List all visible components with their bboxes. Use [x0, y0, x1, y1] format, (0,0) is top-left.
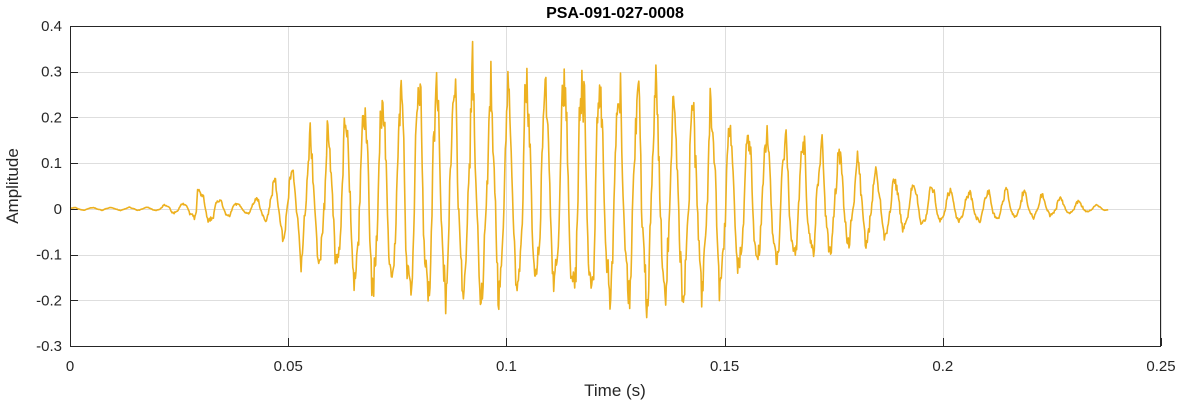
x-tick-label: 0	[66, 358, 74, 375]
y-tick-label: 0.3	[41, 64, 62, 81]
x-tick-label: 0.05	[274, 358, 303, 375]
x-axis-label: Time (s)	[584, 381, 646, 400]
y-axis-label: Amplitude	[3, 148, 22, 224]
y-tick-label: 0.4	[41, 18, 62, 35]
waveform-series-line	[69, 40, 1109, 319]
y-tick-label: 0	[54, 201, 62, 218]
y-tick-label: -0.3	[36, 338, 62, 355]
x-tick-label: 0.25	[1146, 358, 1175, 375]
y-tick-label: -0.2	[36, 292, 62, 309]
y-tick-label: 0.1	[41, 155, 62, 172]
tick-labels: 0 0.05 0.1 0.15 0.2 0.25 -0.3 -0.2 -0.1 0 0.1 0.2 0.…	[36, 18, 1175, 375]
plot-background	[70, 26, 1161, 346]
plot-frame	[70, 26, 1161, 347]
x-tick-label: 0.15	[710, 358, 739, 375]
y-tick-label: -0.1	[36, 247, 62, 264]
y-tick-label: 0.2	[41, 109, 62, 126]
x-tick-label: 0.2	[932, 358, 953, 375]
chart-title: PSA-091-027-0008	[546, 5, 684, 22]
x-tick-label: 0.1	[496, 358, 517, 375]
